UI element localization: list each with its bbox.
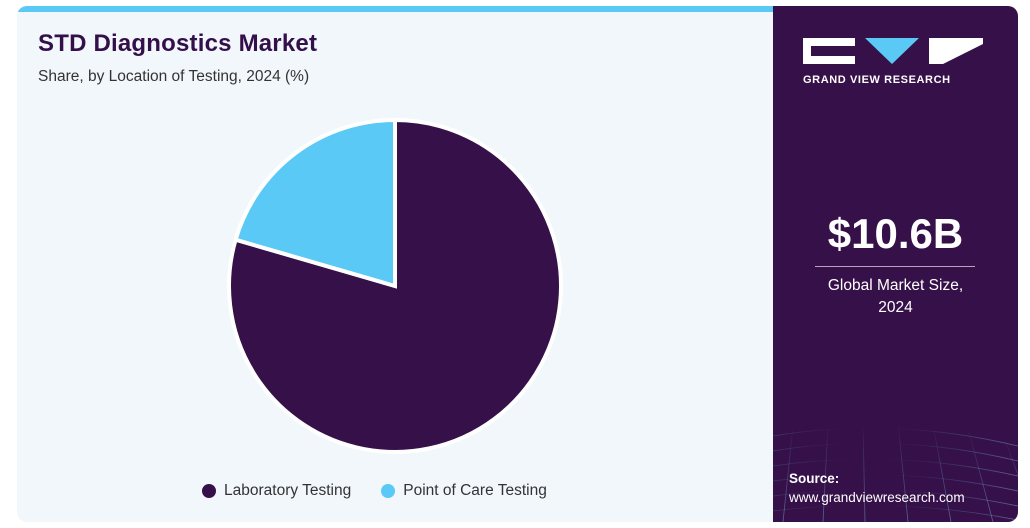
- chart-panel: STD Diagnostics Market Share, by Locatio…: [17, 6, 773, 522]
- legend-label-laboratory: Laboratory Testing: [224, 482, 352, 499]
- infographic-card: STD Diagnostics Market Share, by Locatio…: [17, 6, 1018, 522]
- market-size-value: $10.6B: [827, 210, 964, 257]
- chart-subtitle: Share, by Location of Testing, 2024 (%): [38, 68, 310, 85]
- market-size-label-line1: Global Market Size,: [827, 277, 964, 294]
- chart-title: STD Diagnostics Market: [38, 30, 318, 57]
- chart-legend: Laboratory Testing Point of Care Testing: [202, 482, 577, 500]
- legend-swatch-point-of-care: [381, 484, 396, 498]
- summary-panel: GRAND VIEW RESEARCH $10.6B Global Market…: [773, 6, 1018, 522]
- pie-chart: [227, 117, 563, 454]
- brand-name: GRAND VIEW RESEARCH: [803, 74, 951, 86]
- grand-view-research-logo: [803, 38, 983, 64]
- legend-item-point-of-care: Point of Care Testing: [381, 482, 547, 500]
- legend-item-laboratory: Laboratory Testing: [202, 482, 351, 500]
- divider: [815, 266, 975, 267]
- source-label: Source:: [789, 471, 840, 486]
- legend-label-point-of-care: Point of Care Testing: [403, 482, 547, 499]
- mesh-background: [773, 421, 1018, 522]
- accent-bar: [17, 6, 773, 12]
- market-size-label: Global Market Size, 2024: [773, 275, 1018, 319]
- source-url[interactable]: www.grandviewresearch.com: [789, 490, 965, 505]
- legend-swatch-laboratory: [202, 484, 216, 498]
- pie-slice-point-of-care-testing: [233, 117, 397, 289]
- market-size-label-line2: 2024: [878, 299, 913, 316]
